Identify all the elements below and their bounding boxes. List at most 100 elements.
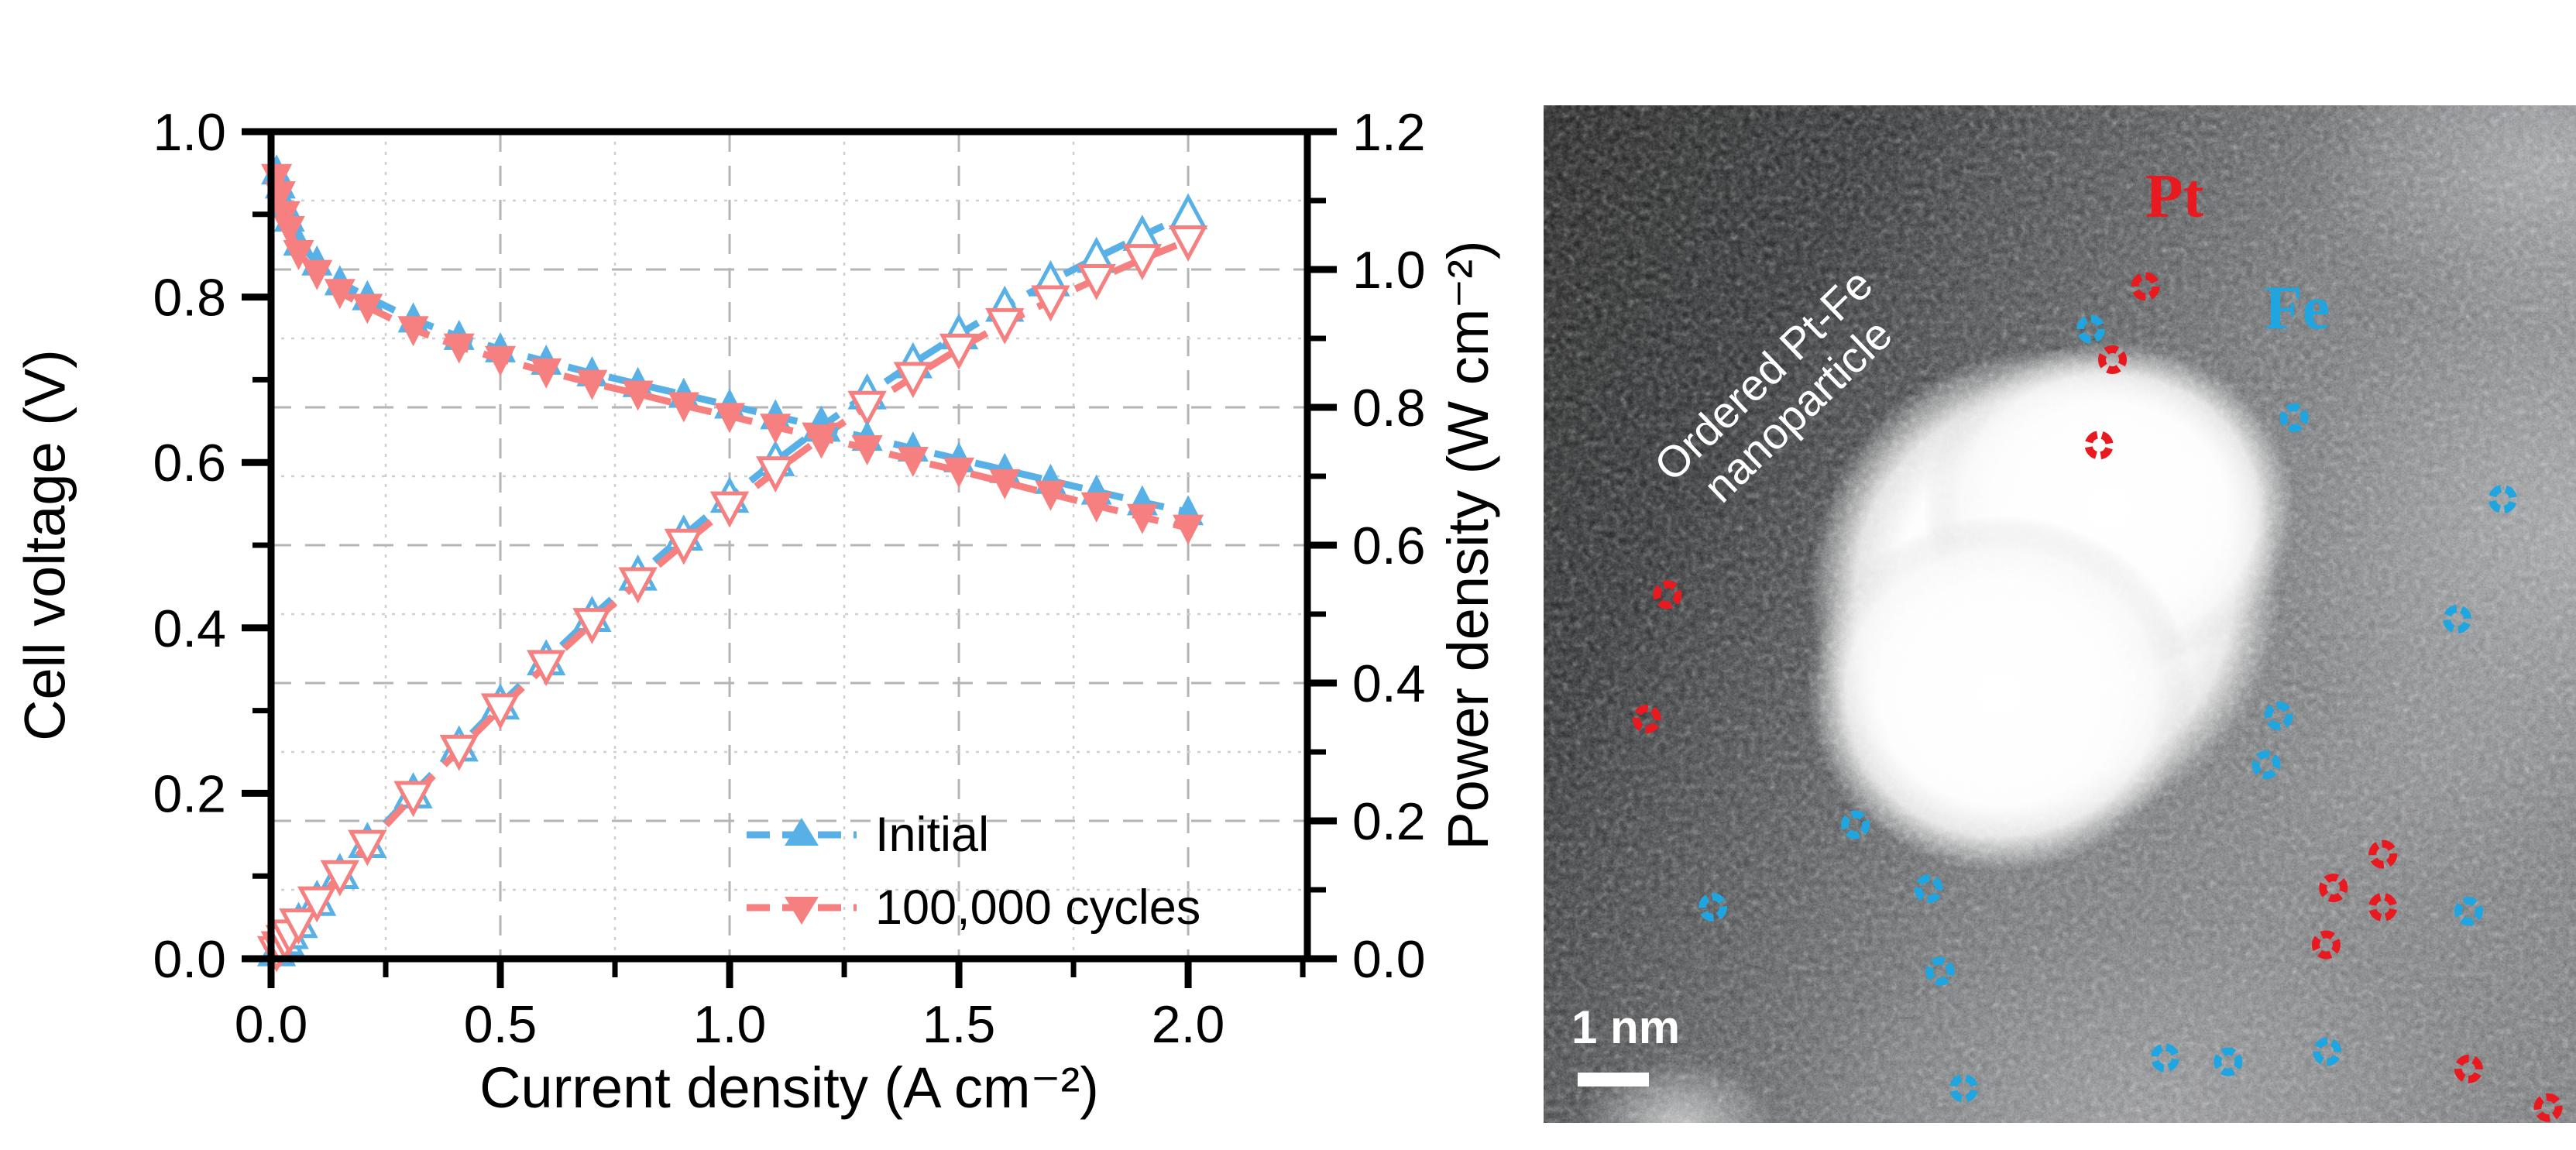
voltage-100,000 cycles-marker — [301, 259, 333, 290]
tick-label: 1.0 — [153, 103, 226, 162]
tick-label: 0.4 — [1352, 654, 1426, 713]
power-100,000 cycles-marker — [480, 693, 520, 730]
pt-atom-marker — [2319, 873, 2348, 902]
pt-atom-marker — [2131, 272, 2160, 301]
legend-triangle-down-icon — [785, 897, 819, 925]
power-100,000 cycles-marker — [618, 567, 658, 604]
voltage-100,000 cycles-marker — [324, 279, 355, 310]
fe-atom-marker — [2150, 1043, 2179, 1073]
legend-entry-cycled: 100,000 cycles — [744, 880, 1200, 935]
scalebar-label: 1 nm — [1571, 1001, 1681, 1053]
fe-atom-marker — [2279, 403, 2309, 432]
pt-atom-marker — [1632, 704, 1661, 733]
pt-atom-marker — [1653, 580, 1682, 609]
voltage-100,000 cycles-marker — [1126, 503, 1158, 534]
voltage-100,000 cycles-marker — [443, 333, 475, 364]
power-100,000 cycles-marker — [847, 390, 887, 427]
power-100,000 cycles-marker — [279, 908, 318, 945]
fe-atom-marker — [2443, 605, 2472, 634]
pt-label: Pt — [2145, 162, 2204, 231]
pt-atom-marker — [2097, 345, 2127, 374]
fe-atom-marker — [2076, 314, 2105, 344]
pt-atom-marker — [2311, 930, 2341, 959]
legend-label: Initial — [875, 808, 990, 862]
voltage-100,000 cycles-marker — [714, 403, 746, 434]
power-100,000 cycles-marker — [985, 307, 1025, 345]
fe-atom-marker — [2488, 485, 2517, 514]
tick-label: 1.0 — [1352, 241, 1426, 300]
power-100,000 cycles-marker — [527, 650, 566, 687]
tick-label: 1.5 — [922, 995, 996, 1054]
legend-triangle-up-icon — [785, 818, 819, 846]
voltage-100,000 cycles-marker — [897, 446, 929, 477]
pt-atom-marker — [2533, 1093, 2563, 1122]
voltage-100,000 cycles-marker — [576, 369, 608, 400]
fe-atom-marker — [2454, 897, 2483, 926]
voltage-100,000 cycles-marker — [283, 239, 314, 270]
tick-label: 1.0 — [693, 995, 767, 1054]
voltage-100,000 cycles-marker — [943, 457, 975, 488]
voltage-100,000 cycles-marker — [851, 435, 883, 466]
fe-atom-marker — [1841, 810, 1870, 839]
tick-label: 0.2 — [153, 764, 226, 823]
legend-entry-initial: Initial — [744, 807, 989, 863]
power-100,000 cycles-marker — [664, 528, 704, 565]
polarization-chart: 0.0 0.5 1.0 1.5 2.0 0.0 0.2 0.4 0.6 0.8 1.0 0.0 0.2 0… — [153, 103, 1426, 1054]
power-100,000 cycles-marker — [709, 491, 750, 528]
power-100,000 cycles-marker — [1168, 225, 1208, 262]
voltage-100,000 cycles-marker — [622, 380, 654, 411]
y-axis-title-right: Power density (W cm⁻²) — [1436, 240, 1500, 850]
tick-label: 0.6 — [153, 434, 226, 493]
power-100,000 cycles-marker — [297, 886, 337, 923]
pt-atom-marker — [2454, 1054, 2483, 1083]
fe-atom-marker — [1925, 956, 1955, 986]
fe-atom-marker — [2251, 750, 2281, 779]
voltage-100,000 cycles-marker — [1080, 492, 1112, 523]
power-100,000 cycles-marker — [893, 362, 933, 399]
power-100,000 cycles-marker — [439, 734, 479, 771]
tick-label: 1.2 — [1352, 103, 1426, 162]
voltage-100,000 cycles-marker — [760, 414, 792, 445]
tick-label: 2.0 — [1152, 995, 1225, 1054]
stem-micrograph: Ordered Pt-Fe nanoparticle Pt Fe 1 nm — [1544, 105, 2576, 1123]
fe-atom-marker — [2264, 701, 2293, 730]
pt-atom-marker — [2368, 839, 2398, 869]
voltage-100,000 cycles-marker — [1035, 480, 1066, 511]
tick-label: 0.5 — [464, 995, 538, 1054]
power-100,000 cycles-marker — [572, 608, 612, 644]
y-axis-title-left: Cell voltage (V) — [12, 349, 77, 741]
voltage-100,000 cycles-marker — [805, 424, 837, 455]
x-axis-title: Current density (A cm⁻²) — [479, 1056, 1099, 1120]
voltage-100,000 cycles-marker — [989, 469, 1021, 499]
power-100,000 cycles-marker — [393, 781, 433, 818]
fe-atom-marker — [2214, 1047, 2243, 1076]
tick-label: 0.6 — [1352, 517, 1426, 575]
power-100,000 cycles-marker — [320, 860, 359, 897]
power-100,000 cycles-marker — [348, 829, 387, 867]
voltage-100,000 cycles-marker — [485, 345, 517, 376]
fe-label: Fe — [2264, 274, 2330, 343]
voltage-100,000 cycles-marker — [397, 316, 429, 347]
fe-atom-marker — [1949, 1073, 1979, 1103]
tick-label: 0.0 — [235, 995, 308, 1054]
voltage-100,000 cycles-marker — [531, 358, 562, 389]
fe-atom-marker — [1698, 892, 1728, 922]
tick-label: 0.8 — [1352, 379, 1426, 438]
tick-label: 0.0 — [1352, 930, 1426, 989]
pt-atom-marker — [2368, 892, 2398, 922]
scalebar — [1578, 1073, 1649, 1086]
power-100,000 cycles-marker — [756, 456, 795, 493]
voltage-100,000 cycles-marker — [668, 392, 699, 423]
power-Initial-marker — [1168, 193, 1208, 230]
fe-atom-marker — [1914, 874, 1943, 904]
voltage-100,000 cycles-marker — [1173, 514, 1204, 545]
tick-label: 0.2 — [1352, 792, 1426, 851]
power-100,000 cycles-marker — [1122, 244, 1163, 280]
tick-label: 0.8 — [153, 269, 226, 328]
power-100,000 cycles-line — [273, 237, 1190, 953]
legend-glyph-cycled — [747, 897, 857, 925]
legend-glyph-initial — [747, 818, 857, 846]
fe-atom-marker — [2313, 1037, 2342, 1066]
speckle-noise-layer — [1544, 105, 2576, 1123]
